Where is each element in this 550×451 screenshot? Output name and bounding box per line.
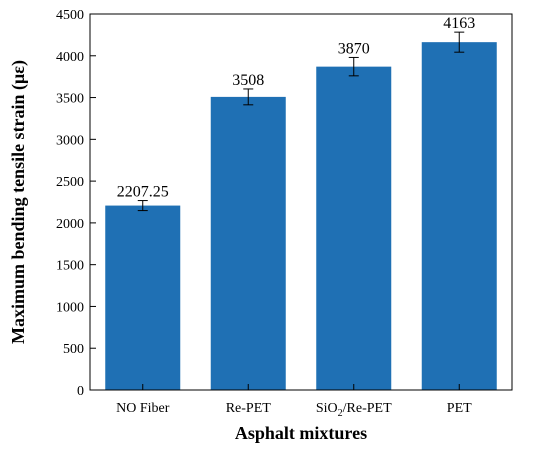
y-tick-label: 4500 bbox=[56, 8, 84, 23]
data-labels-group: 2207.25 3508 3870 4163 bbox=[117, 15, 476, 200]
y-tick-label: 3500 bbox=[56, 92, 84, 107]
x-tick-label: Re-PET bbox=[226, 401, 272, 416]
y-tick-label: 500 bbox=[63, 342, 84, 357]
y-axis-title: Maximum bending tensile strain (με) bbox=[8, 60, 29, 344]
error-bars-group bbox=[137, 31, 465, 212]
y-tick-label: 1000 bbox=[56, 300, 84, 315]
bar bbox=[105, 205, 181, 390]
y-tick-label: 2000 bbox=[56, 217, 84, 232]
x-tick-label-text: NO Fiber bbox=[116, 401, 170, 416]
y-tick-label: 3000 bbox=[56, 133, 84, 148]
x-tick-label: PET bbox=[447, 401, 472, 416]
data-label: 4163 bbox=[443, 15, 475, 32]
x-tick-label: SiO2/Re-PET bbox=[316, 401, 392, 419]
x-tick-label-text: PET bbox=[447, 401, 472, 416]
plot-frame bbox=[89, 13, 513, 391]
data-label: 2207.25 bbox=[117, 184, 169, 201]
y-tick-label: 4000 bbox=[56, 50, 84, 65]
y-axis-ticks: 0 500 1000 1500 2000 2500 3000 3500 4000 4500 bbox=[56, 8, 96, 399]
y-tick-label: 0 bbox=[77, 384, 84, 399]
x-tick-label-text: /Re-PET bbox=[343, 401, 392, 416]
x-axis-ticks: NO Fiber Re-PET SiO2/Re-PET PET bbox=[116, 384, 472, 419]
y-tick-label: 1500 bbox=[56, 259, 84, 274]
y-tick-label: 2500 bbox=[56, 175, 84, 190]
bars-group bbox=[105, 42, 497, 390]
bar bbox=[316, 66, 392, 390]
data-label: 3508 bbox=[232, 72, 264, 89]
data-label: 3870 bbox=[338, 40, 370, 57]
x-tick-label-subscript: 2 bbox=[338, 408, 343, 419]
x-tick-label-text: Re-PET bbox=[226, 401, 272, 416]
x-axis-title: Asphalt mixtures bbox=[235, 423, 367, 443]
x-tick-label: NO Fiber bbox=[116, 401, 170, 416]
bar bbox=[210, 96, 286, 390]
bar bbox=[421, 42, 497, 390]
x-tick-label-text: SiO bbox=[316, 401, 338, 416]
